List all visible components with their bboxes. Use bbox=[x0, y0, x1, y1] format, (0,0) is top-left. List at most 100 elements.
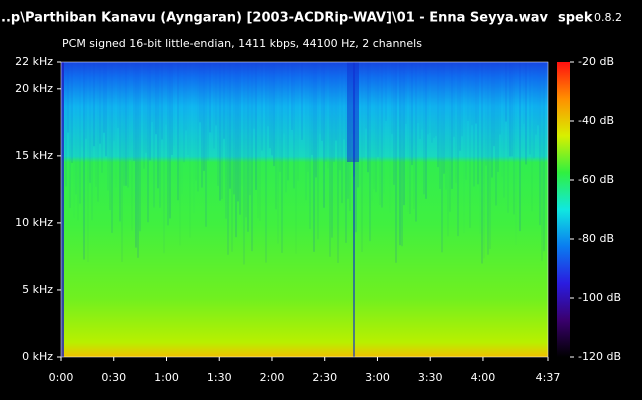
texture-stripe bbox=[341, 62, 343, 204]
texture-stripe bbox=[479, 62, 481, 234]
texture-stripe bbox=[393, 62, 395, 185]
y-tick-label: 10 kHz bbox=[15, 216, 53, 229]
texture-stripe bbox=[179, 62, 181, 245]
colorbar-tick-label: -120 dB bbox=[578, 350, 621, 363]
texture-stripe bbox=[451, 62, 453, 189]
texture-stripe bbox=[409, 62, 411, 214]
texture-stripe bbox=[509, 62, 511, 157]
texture-stripe bbox=[261, 62, 263, 151]
texture-stripe bbox=[275, 62, 277, 210]
texture-stripe bbox=[417, 62, 419, 123]
texture-stripe bbox=[511, 62, 513, 157]
texture-stripe bbox=[243, 62, 245, 265]
texture-stripe bbox=[165, 62, 167, 125]
texture-stripe bbox=[295, 62, 297, 254]
texture-stripe bbox=[245, 62, 247, 218]
texture-stripe bbox=[75, 62, 77, 195]
texture-stripe bbox=[171, 62, 173, 155]
texture-stripe bbox=[167, 62, 169, 226]
texture-stripe bbox=[77, 62, 79, 220]
texture-stripe bbox=[73, 62, 75, 218]
texture-stripe bbox=[495, 62, 497, 206]
texture-stripe bbox=[541, 62, 543, 262]
texture-stripe bbox=[91, 62, 93, 221]
texture-stripe bbox=[373, 62, 375, 189]
texture-stripe bbox=[441, 62, 443, 253]
colorbar-tick-label: -100 dB bbox=[578, 291, 621, 304]
texture-stripe bbox=[227, 62, 229, 255]
texture-stripe bbox=[229, 62, 231, 189]
texture-stripe bbox=[475, 62, 477, 124]
texture-stripe bbox=[151, 62, 153, 123]
texture-stripe bbox=[313, 62, 315, 252]
texture-stripe bbox=[423, 62, 425, 195]
texture-stripe bbox=[329, 62, 331, 257]
texture-stripe bbox=[283, 62, 285, 134]
texture-stripe bbox=[391, 62, 393, 135]
texture-stripe bbox=[69, 62, 71, 208]
texture-stripe bbox=[109, 62, 111, 210]
texture-stripe bbox=[505, 62, 507, 122]
texture-stripe bbox=[381, 62, 383, 208]
texture-stripe bbox=[231, 62, 233, 252]
texture-stripe bbox=[507, 62, 509, 213]
texture-stripe bbox=[129, 62, 131, 160]
texture-stripe bbox=[301, 62, 303, 140]
texture-stripe bbox=[491, 62, 493, 178]
texture-stripe bbox=[253, 62, 255, 129]
texture-stripe bbox=[207, 62, 209, 161]
texture-stripe bbox=[467, 62, 469, 122]
texture-stripe bbox=[205, 62, 207, 227]
texture-stripe bbox=[429, 62, 431, 133]
texture-stripe bbox=[311, 62, 313, 155]
x-tick-label: 0:00 bbox=[49, 371, 74, 384]
y-tick-label: 0 kHz bbox=[22, 350, 53, 363]
texture-stripe bbox=[163, 62, 165, 254]
subtitle: PCM signed 16-bit little-endian, 1411 kb… bbox=[62, 37, 422, 50]
texture-stripe bbox=[515, 62, 517, 245]
texture-stripe bbox=[489, 62, 491, 249]
texture-stripe bbox=[325, 62, 327, 162]
texture-stripe bbox=[137, 62, 139, 258]
texture-stripe bbox=[255, 62, 257, 190]
texture-stripe bbox=[309, 62, 311, 230]
x-tick-label: 3:30 bbox=[418, 371, 443, 384]
x-tick-label: 4:37 bbox=[536, 371, 561, 384]
texture-stripe bbox=[293, 62, 295, 189]
texture-stripe bbox=[115, 62, 117, 187]
texture-stripe bbox=[155, 62, 157, 135]
texture-stripe bbox=[235, 62, 237, 238]
texture-stripe bbox=[305, 62, 307, 201]
texture-stripe bbox=[123, 62, 125, 186]
texture-stripe bbox=[461, 62, 463, 137]
texture-stripe bbox=[203, 62, 205, 171]
texture-stripe bbox=[459, 62, 461, 151]
texture-stripe bbox=[107, 62, 109, 191]
texture-stripe bbox=[161, 62, 163, 140]
texture-stripe bbox=[181, 62, 183, 194]
texture-edge bbox=[61, 62, 64, 357]
texture-stripe bbox=[345, 62, 347, 243]
texture-stripe bbox=[401, 62, 403, 247]
texture-stripe bbox=[105, 62, 107, 157]
y-tick-label: 15 kHz bbox=[15, 149, 53, 162]
texture-stripe bbox=[269, 62, 271, 149]
texture-stripe bbox=[437, 62, 439, 168]
colorbar bbox=[557, 62, 570, 357]
texture-stripe bbox=[187, 62, 189, 155]
texture-stripe bbox=[367, 62, 369, 173]
texture-stripe bbox=[453, 62, 455, 137]
texture-stripe bbox=[211, 62, 213, 133]
texture-stripe bbox=[147, 62, 149, 223]
texture-stripe bbox=[149, 62, 151, 161]
texture-stripe bbox=[185, 62, 187, 131]
texture-stripe bbox=[457, 62, 459, 237]
colorbar-tick-label: -40 dB bbox=[578, 114, 614, 127]
texture-stripe bbox=[483, 62, 485, 258]
texture-stripe bbox=[209, 62, 211, 133]
texture-stripe bbox=[249, 62, 251, 196]
texture-stripe bbox=[279, 62, 281, 172]
texture-stripe bbox=[333, 62, 335, 162]
texture-stripe bbox=[421, 62, 423, 130]
texture-stripe bbox=[339, 62, 341, 171]
